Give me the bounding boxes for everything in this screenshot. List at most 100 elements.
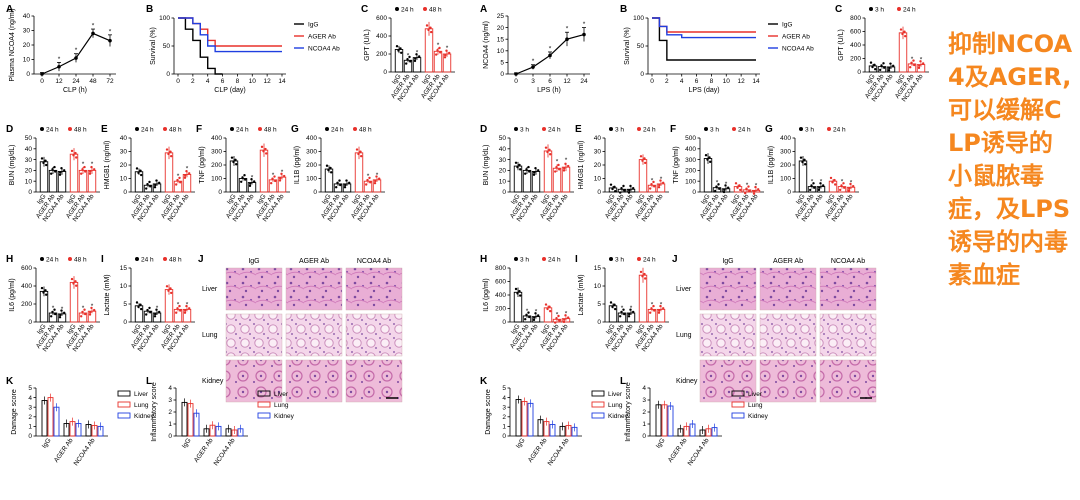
legend-swatch xyxy=(257,401,271,408)
score-chart-y-tick-label: 1 xyxy=(502,424,506,431)
category-label: IgG xyxy=(655,437,667,450)
legend-label: 24 h xyxy=(548,257,561,264)
data-point xyxy=(58,173,62,176)
data-point xyxy=(888,66,891,70)
bar-chart-y-tick-label: 400 xyxy=(376,33,387,40)
legend-dot xyxy=(897,7,901,11)
line-chart-y-tick-label: 10 xyxy=(497,48,505,55)
bar-chart-y-tick-label: 40 xyxy=(594,135,602,142)
category-label: IgG xyxy=(36,323,48,336)
bar-chart-y-tick-label: 30 xyxy=(120,149,128,156)
data-point xyxy=(175,311,178,314)
legend-label: 3 h xyxy=(710,127,719,134)
bar-chart-y-tick-label: 10 xyxy=(120,176,128,183)
data-point xyxy=(527,165,530,169)
data-point xyxy=(185,169,188,173)
y-axis-label: HMGB1 (ng/ml) xyxy=(104,141,111,190)
bar-chart-y-tick-label: 30 xyxy=(499,157,507,164)
data-point xyxy=(262,150,265,153)
x-tick-label: 6 xyxy=(221,78,225,85)
legend-dot xyxy=(732,127,736,131)
data-point xyxy=(869,61,873,64)
bar-chart-y-tick-label: 100 xyxy=(685,178,696,185)
bar-chart-y-tick-label: 100 xyxy=(211,176,222,183)
data-point xyxy=(60,309,63,312)
data-point xyxy=(831,181,834,184)
data-point xyxy=(243,174,246,177)
data-point xyxy=(659,304,662,308)
y-axis-label: GPT (U/L) xyxy=(838,29,845,61)
bar-chart-y-tick-label: 20 xyxy=(594,162,602,169)
data-point xyxy=(244,178,247,181)
data-point xyxy=(611,187,614,191)
data-point xyxy=(415,53,418,56)
survival-chart-y-tick-label: 50 xyxy=(637,43,645,50)
data-point xyxy=(562,320,566,324)
data-point xyxy=(154,183,157,187)
bar xyxy=(47,397,54,437)
data-point xyxy=(344,183,347,187)
panel-letter: B xyxy=(146,4,153,15)
data-point xyxy=(813,186,816,189)
x-tick-label: 6 xyxy=(548,78,552,85)
x-tick-label: 0 xyxy=(514,78,518,85)
bar-chart-y-tick-label: 200 xyxy=(21,301,32,308)
data-point xyxy=(913,63,916,67)
x-tick-label: 12 xyxy=(738,78,746,85)
category-label: NCOA4 Ab xyxy=(73,437,97,467)
x-tick-label: 8 xyxy=(710,78,714,85)
data-point xyxy=(822,184,825,187)
legend-label: Liver xyxy=(274,391,289,398)
data-point xyxy=(62,311,66,314)
significance-marker: * xyxy=(52,305,55,312)
significance-marker: * xyxy=(725,181,728,188)
panel-letter: H xyxy=(480,254,487,265)
legend-label: 24 h xyxy=(141,127,154,134)
legend-dot xyxy=(325,127,329,131)
data-point xyxy=(883,66,886,69)
data-point xyxy=(724,184,727,187)
significance-marker: * xyxy=(532,58,535,65)
bar-chart-y-tick-label: 800 xyxy=(850,15,861,22)
data-point xyxy=(90,306,93,310)
x-tick-label: 72 xyxy=(106,78,114,85)
x-tick-label: 0 xyxy=(40,78,44,85)
data-point xyxy=(558,168,561,171)
data-point xyxy=(752,192,756,195)
data-point xyxy=(74,56,78,60)
data-point xyxy=(518,163,521,167)
category-label: IgG xyxy=(635,193,647,206)
bar-chart-y-tick-label: 200 xyxy=(376,51,387,58)
y-axis-label: TNF (pg/ml) xyxy=(199,146,206,183)
survival-chart-y-tick-label: 0 xyxy=(166,71,170,78)
legend-label: AGER Ab xyxy=(308,34,336,41)
x-tick-label: 24 xyxy=(580,78,588,85)
data-point xyxy=(409,60,412,63)
panel-j: J IgG AGER Ab NCOA4 Ab Liver Lung Kidney xyxy=(672,254,877,403)
significance-marker: * xyxy=(630,305,633,312)
x-tick-label: 4 xyxy=(680,78,684,85)
bar-chart-y-tick-label: 40 xyxy=(499,146,507,153)
category-label: IgG xyxy=(321,193,333,206)
data-point xyxy=(534,166,537,170)
score-chart-y-tick-label: 1 xyxy=(168,421,172,428)
bar-chart-y-tick-label: 50 xyxy=(499,135,507,142)
bar-chart-y-tick-label: 200 xyxy=(495,306,506,313)
data-point xyxy=(639,155,643,158)
histology-image xyxy=(285,359,343,403)
data-point xyxy=(818,186,821,189)
data-point xyxy=(516,292,519,295)
data-point xyxy=(909,66,912,69)
legend-swatch xyxy=(117,412,131,419)
data-point xyxy=(83,165,86,169)
legend-label: 24 h xyxy=(643,257,656,264)
data-point xyxy=(889,62,892,65)
data-point xyxy=(525,313,528,317)
significance-marker: * xyxy=(75,47,78,54)
data-point xyxy=(549,153,552,156)
data-point xyxy=(518,290,521,293)
data-point xyxy=(567,164,570,168)
histology-image xyxy=(345,359,403,403)
bar-chart-y-tick-label: 10 xyxy=(120,283,128,290)
panel-letter: G xyxy=(765,124,773,135)
